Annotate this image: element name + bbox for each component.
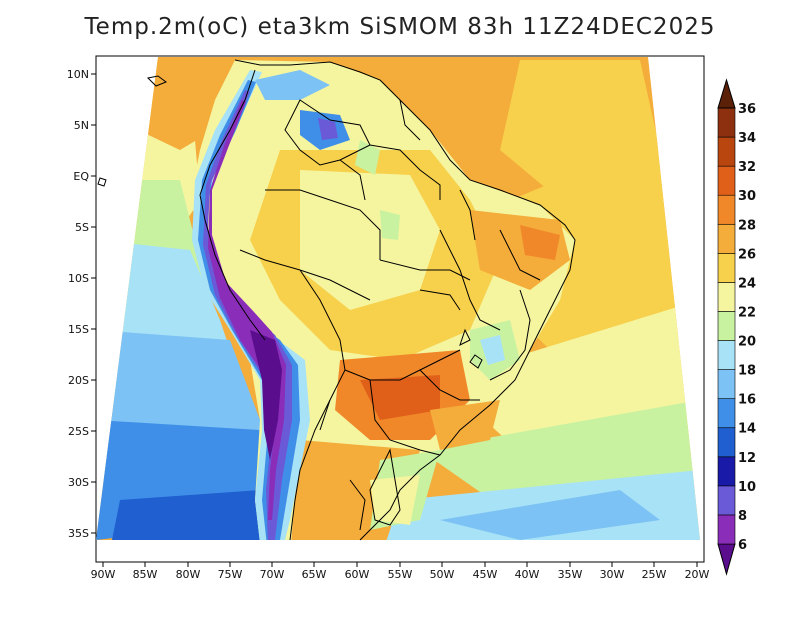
- colorbar-max-triangle: [717, 78, 736, 109]
- lat-label-eq: EQ: [73, 170, 89, 183]
- colorbar-segment: [717, 107, 736, 138]
- colorbar-segment: [717, 311, 736, 341]
- colorbar-segment: [717, 165, 736, 196]
- colorbar-label: 18: [738, 364, 756, 379]
- colorbar-label: 12: [738, 451, 756, 466]
- colorbar-label: 10: [738, 480, 756, 495]
- lon-label-80w: 80W: [176, 568, 201, 581]
- lon-label-55w: 55W: [388, 568, 413, 581]
- colorbar-min-triangle: [717, 543, 736, 576]
- country-boundaries: [97, 59, 576, 541]
- temperature-field: [96, 57, 700, 540]
- colorbar-label: 28: [738, 218, 756, 233]
- colorbar-label: 16: [738, 393, 756, 408]
- lat-label-15s: 15S: [68, 323, 89, 336]
- colorbar-label: 36: [738, 102, 756, 117]
- longitude-labels: 90W 85W 80W 75W 70W 65W 60W 55W 50W 45W …: [91, 568, 710, 581]
- lon-label-70w: 70W: [260, 568, 285, 581]
- map-title: Temp.2m(oC) eta3km SiSMOM 83h 11Z24DEC20…: [84, 14, 716, 40]
- latitude-axis: [91, 73, 96, 534]
- longitude-axis: [102, 562, 698, 567]
- colorbar-segment: [717, 485, 736, 516]
- colorbar-segment: [717, 136, 736, 167]
- lat-label-20s: 20S: [68, 374, 89, 387]
- lon-label-30w: 30W: [600, 568, 625, 581]
- lon-label-35w: 35W: [558, 568, 583, 581]
- colorbar-label: 34: [738, 131, 756, 146]
- colorbar-label: 14: [738, 422, 756, 437]
- colorbar-segment: [717, 398, 736, 429]
- colorbar-label: 8: [738, 509, 747, 524]
- colorbar-label: 26: [738, 247, 756, 262]
- colorbar-segment: [717, 427, 736, 458]
- colorbar-label: 30: [738, 189, 756, 204]
- lon-label-40w: 40W: [515, 568, 540, 581]
- lon-label-20w: 20W: [685, 568, 710, 581]
- lon-label-25w: 25W: [642, 568, 667, 581]
- colorbar-segment: [717, 340, 736, 370]
- lon-label-90w: 90W: [91, 568, 116, 581]
- lat-label-25s: 25S: [68, 425, 89, 438]
- colorbar-label: 32: [738, 160, 756, 175]
- lon-label-50w: 50W: [430, 568, 455, 581]
- colorbar-segment: [717, 253, 736, 283]
- colorbar-label: 6: [738, 538, 747, 553]
- lon-label-60w: 60W: [345, 568, 370, 581]
- colorbar-segment: [717, 223, 736, 254]
- lon-label-75w: 75W: [218, 568, 243, 581]
- colorbar-segment: [717, 282, 736, 312]
- lat-label-10n: 10N: [67, 68, 89, 81]
- lat-label-5s: 5S: [75, 221, 89, 234]
- lat-label-10s: 10S: [68, 272, 89, 285]
- colorbar-segment: [717, 369, 736, 399]
- colorbar-label: 24: [738, 276, 756, 291]
- lon-label-45w: 45W: [473, 568, 498, 581]
- latitude-labels: 10N 5N EQ 5S 10S 15S 20S 25S 30S 35S: [67, 68, 90, 540]
- lat-label-30s: 30S: [68, 476, 89, 489]
- colorbar-segment: [717, 194, 736, 225]
- colorbar-segment: [717, 514, 736, 545]
- lon-label-85w: 85W: [133, 568, 158, 581]
- colorbar: 6 8 10 12 14 16 18 20 22 24 26 28 30 32 34 36: [717, 78, 756, 576]
- colorbar-label: 22: [738, 305, 756, 320]
- colorbar-segment: [717, 456, 736, 487]
- colorbar-label: 20: [738, 335, 756, 350]
- lon-label-65w: 65W: [302, 568, 327, 581]
- lat-label-35s: 35S: [68, 527, 89, 540]
- lat-label-5n: 5N: [74, 119, 89, 132]
